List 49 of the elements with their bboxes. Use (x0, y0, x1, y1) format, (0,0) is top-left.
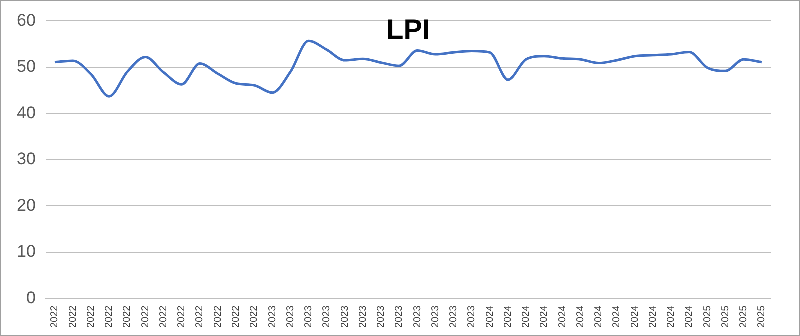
x-tick-label: 2024 (575, 305, 586, 328)
x-tick-label: 2023 (340, 305, 351, 328)
x-tick-label: 2023 (358, 305, 369, 328)
x-tick-label: 2023 (448, 305, 460, 328)
chart-title: LPI (386, 14, 430, 45)
x-tick-label: 2022 (194, 305, 206, 328)
y-tick-label: 0 (26, 288, 36, 308)
x-tick-label: 2024 (539, 305, 550, 328)
x-tick-label: 2022 (176, 305, 188, 328)
x-tick-label: 2024 (630, 305, 641, 328)
x-tick-label: 2022 (249, 305, 260, 328)
line-series (54, 40, 764, 98)
x-tick-label: 2025 (702, 305, 714, 328)
x-tick-label: 2022 (230, 305, 242, 328)
x-tick-label: 2022 (68, 305, 79, 328)
x-tick-label: 2023 (285, 305, 296, 328)
x-tick-label: 2023 (304, 305, 315, 328)
x-tick-label: 2024 (521, 305, 532, 328)
x-tick-label: 2022 (86, 305, 97, 328)
x-tick-label: 2025 (720, 305, 732, 328)
y-tick-label: 60 (16, 10, 36, 30)
y-tick-label: 40 (16, 103, 36, 122)
x-tick-label: 2022 (158, 305, 170, 328)
y-tick-label: 30 (16, 150, 36, 169)
x-tick-label: 2024 (557, 305, 568, 328)
x-tick-label: 2023 (466, 305, 478, 328)
x-tick-label: 2024 (612, 305, 623, 328)
x-tick-label: 2022 (140, 305, 152, 328)
x-tick-label: 2023 (394, 305, 406, 328)
x-tick-label: 2025 (756, 305, 768, 328)
x-tick-label: 2024 (648, 305, 659, 328)
y-tick-label: 10 (16, 242, 36, 262)
x-tick-label: 2023 (267, 305, 278, 328)
x-tick-label: 2023 (322, 305, 333, 328)
x-tick-label: 2023 (376, 305, 388, 328)
y-tick-label: 50 (16, 57, 36, 76)
x-tick-label: 2024 (684, 305, 696, 328)
x-tick-label: 2022 (122, 305, 134, 328)
y-tick-label: 20 (16, 196, 36, 215)
x-tick-label: 2023 (430, 305, 442, 328)
x-tick-label: 2023 (412, 305, 424, 328)
x-tick-label: 2025 (738, 305, 750, 328)
x-tick-label: 2024 (484, 305, 496, 328)
x-tick-label: 2024 (502, 305, 514, 328)
x-tick-label: 2024 (666, 305, 678, 328)
x-tick-label: 2022 (104, 305, 116, 328)
x-tick-label: 2022 (212, 305, 224, 328)
x-tick-label: 2022 (50, 305, 61, 328)
x-tick-label: 2024 (594, 305, 605, 328)
